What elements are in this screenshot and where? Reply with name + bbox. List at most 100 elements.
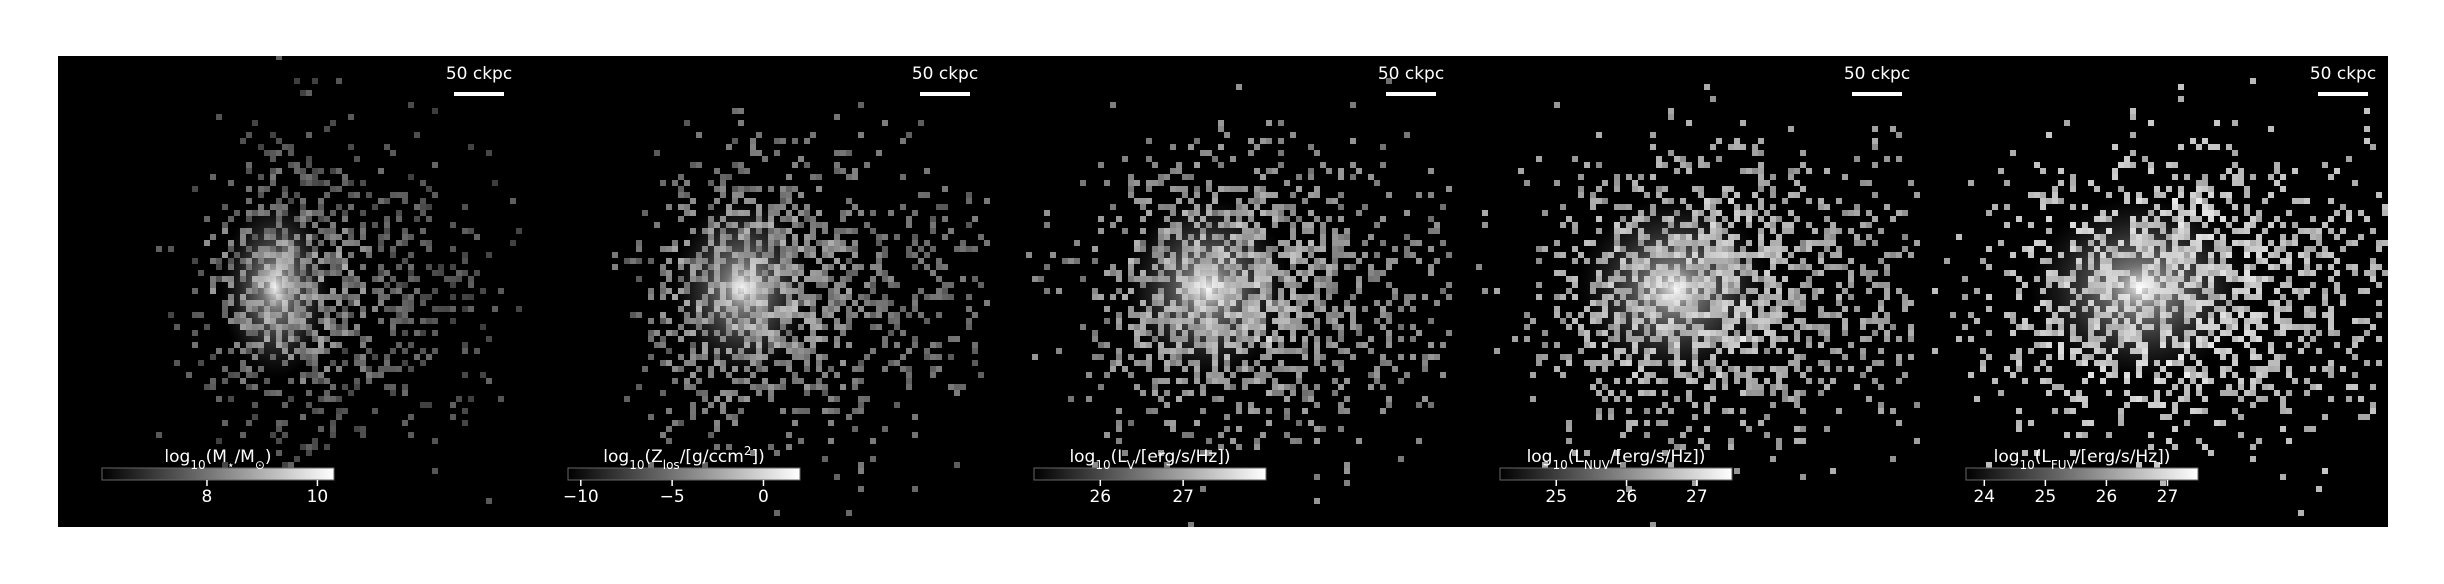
image-pixel — [1116, 348, 1122, 354]
image-pixel — [1128, 420, 1134, 426]
image-pixel — [348, 276, 354, 282]
image-pixel — [1734, 210, 1740, 216]
image-pixel — [1224, 186, 1230, 192]
image-pixel — [702, 390, 708, 396]
image-pixel — [432, 288, 438, 294]
image-pixel — [840, 228, 846, 234]
image-pixel — [1032, 276, 1038, 282]
image-pixel — [1812, 240, 1818, 246]
image-pixel — [1050, 252, 1056, 258]
image-pixel — [384, 144, 390, 150]
image-pixel — [1278, 138, 1284, 144]
image-pixel — [834, 408, 840, 414]
image-pixel — [1746, 348, 1752, 354]
image-pixel — [738, 378, 744, 384]
image-pixel — [786, 366, 792, 372]
image-pixel — [1560, 270, 1566, 276]
image-pixel — [1764, 348, 1770, 354]
image-pixel — [810, 252, 816, 258]
image-pixel — [1626, 486, 1632, 492]
image-pixel — [324, 378, 330, 384]
image-pixel — [852, 300, 858, 306]
galaxy-core — [1125, 198, 1291, 378]
image-pixel — [270, 168, 276, 174]
image-pixel — [666, 330, 672, 336]
image-pixel — [1428, 270, 1434, 276]
image-pixel — [840, 282, 846, 288]
image-pixel — [264, 150, 270, 156]
colorbar-label-part: V — [1127, 458, 1136, 472]
image-pixel — [882, 336, 888, 342]
image-pixel — [1866, 336, 1872, 342]
image-pixel — [336, 294, 342, 300]
image-pixel — [816, 258, 822, 264]
image-pixel — [1362, 240, 1368, 246]
image-pixel — [1596, 408, 1602, 414]
image-pixel — [342, 228, 348, 234]
image-pixel — [408, 432, 414, 438]
image-pixel — [1590, 192, 1596, 198]
image-pixel — [1566, 312, 1572, 318]
colorbar-label-part: /[g/ccm — [680, 447, 744, 467]
image-pixel — [792, 186, 798, 192]
image-pixel — [1686, 162, 1692, 168]
image-pixel — [1896, 354, 1902, 360]
image-pixel — [1632, 420, 1638, 426]
panel — [1476, 84, 1920, 527]
image-pixel — [666, 288, 672, 294]
image-pixel — [918, 312, 924, 318]
image-pixel — [330, 384, 336, 390]
image-pixel — [384, 216, 390, 222]
image-pixel — [1146, 360, 1152, 366]
image-pixel — [1800, 438, 1806, 444]
image-pixel — [1092, 336, 1098, 342]
image-pixel — [300, 174, 306, 180]
image-pixel — [330, 306, 336, 312]
image-pixel — [1728, 144, 1734, 150]
image-pixel — [1344, 378, 1350, 384]
colorbar-label-part: /[erg/s/Hz]) — [1610, 447, 1706, 467]
image-pixel — [852, 174, 858, 180]
image-pixel — [1320, 282, 1326, 288]
image-pixel — [1800, 408, 1806, 414]
image-pixel — [1188, 432, 1194, 438]
image-pixel — [726, 444, 732, 450]
image-pixel — [810, 246, 816, 252]
image-pixel — [324, 324, 330, 330]
image-pixel — [402, 330, 408, 336]
image-pixel — [786, 432, 792, 438]
image-pixel — [1374, 222, 1380, 228]
image-pixel — [1800, 474, 1806, 480]
image-pixel — [1350, 318, 1356, 324]
image-pixel — [1254, 186, 1260, 192]
image-pixel — [324, 366, 330, 372]
image-pixel — [210, 282, 216, 288]
image-pixel — [1722, 408, 1728, 414]
image-pixel — [1752, 390, 1758, 396]
image-pixel — [1152, 180, 1158, 186]
image-pixel — [1530, 372, 1536, 378]
image-pixel — [1836, 294, 1842, 300]
image-pixel — [1242, 366, 1248, 372]
image-pixel — [1830, 468, 1836, 474]
image-pixel — [852, 384, 858, 390]
image-pixel — [1770, 384, 1776, 390]
image-pixel — [1662, 390, 1668, 396]
image-pixel — [978, 282, 984, 288]
image-pixel — [882, 426, 888, 432]
image-pixel — [1740, 420, 1746, 426]
image-pixel — [822, 264, 828, 270]
image-pixel — [756, 384, 762, 390]
image-pixel — [342, 210, 348, 216]
image-pixel — [402, 318, 408, 324]
image-pixel — [1818, 342, 1824, 348]
image-pixel — [1290, 258, 1296, 264]
image-pixel — [1872, 126, 1878, 132]
image-pixel — [420, 330, 426, 336]
image-pixel — [402, 192, 408, 198]
image-pixel — [1266, 408, 1272, 414]
image-pixel — [1122, 228, 1128, 234]
image-pixel — [1770, 228, 1776, 234]
image-pixel — [486, 336, 492, 342]
image-pixel — [750, 150, 756, 156]
